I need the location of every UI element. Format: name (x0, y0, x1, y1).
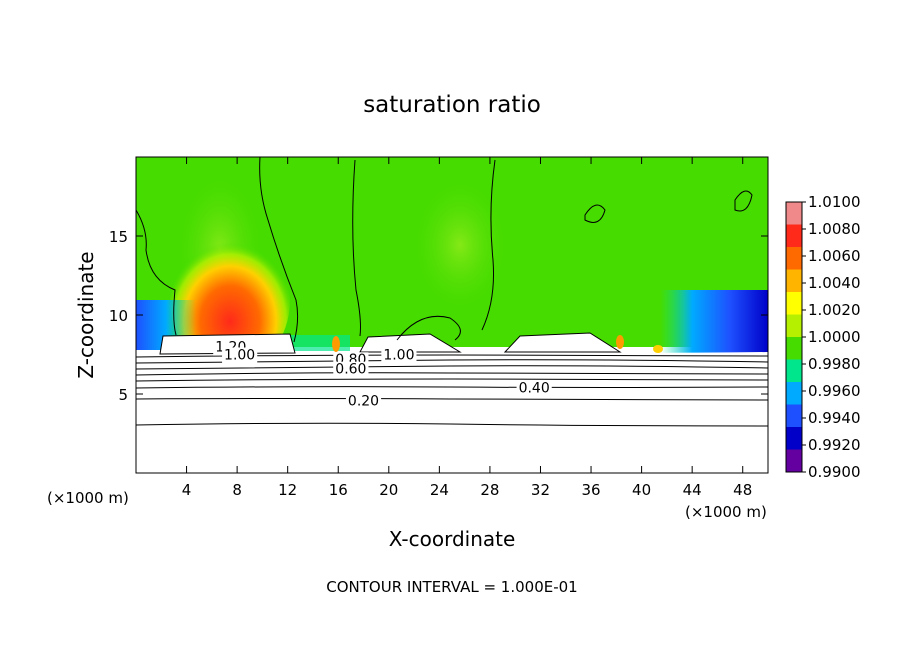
y-tick-label: 5 (118, 386, 128, 404)
colorbar-tick-label: 1.0100 (808, 193, 861, 211)
colorbar-tick-label: 1.0000 (808, 328, 861, 346)
colorbar-swatch (786, 314, 802, 338)
field-white-lower (136, 351, 768, 473)
x-tick-label: 36 (581, 481, 600, 499)
x-tick-label: 4 (182, 481, 192, 499)
x-tick-label: 44 (683, 481, 702, 499)
x-tick-label: 12 (278, 481, 297, 499)
x-axis-label: X-coordinate (389, 527, 516, 551)
colorbar-swatch (786, 292, 802, 315)
x-tick-label: 40 (632, 481, 651, 499)
x-tick-label: 48 (733, 481, 752, 499)
colorbar-tick-label: 0.9900 (808, 463, 861, 481)
contour-label: 1.00 (224, 348, 255, 364)
colorbar-swatch (786, 337, 802, 360)
colorbar-tick-label: 0.9960 (808, 382, 861, 400)
x-tick-label: 20 (379, 481, 398, 499)
colorbar-swatch (786, 202, 802, 225)
colorbar-tick-label: 0.9940 (808, 409, 861, 427)
contour-label: 0.20 (348, 393, 379, 409)
contour-label: 1.00 (383, 348, 414, 364)
colorbar-tick-label: 0.9920 (808, 436, 861, 454)
colorbar-tick-label: 1.0060 (808, 247, 861, 265)
x-tick-label: 16 (329, 481, 348, 499)
contour-label-background (381, 347, 417, 364)
contour-label-background (222, 347, 258, 364)
x-unit-right: (×1000 m) (685, 503, 767, 521)
y-tick-label: 15 (109, 228, 128, 246)
colorbar-swatch (786, 404, 802, 428)
colorbar-swatch (786, 247, 802, 270)
colorbar-tick-label: 1.0080 (808, 220, 861, 238)
colorbar-swatch (786, 427, 802, 450)
contour-label-background (333, 361, 369, 378)
contour-label-background (516, 380, 552, 397)
x-tick-label: 28 (480, 481, 499, 499)
x-tick-label: 32 (531, 481, 550, 499)
x-unit-left: (×1000 m) (47, 489, 129, 507)
y-tick-label: 10 (109, 307, 128, 325)
contour-label-background (345, 393, 382, 410)
x-tick-label: 8 (232, 481, 242, 499)
colorbar-tick-label: 1.0020 (808, 301, 861, 319)
colorbar-swatch (786, 269, 802, 293)
contour-labels: 1.201.000.800.601.000.400.20 (213, 339, 552, 410)
x-axis-ticks: 4 8 12 16 20 24 28 32 36 40 44 48 (182, 157, 752, 499)
colorbar-swatch (786, 224, 802, 248)
colorbar-swatch (786, 449, 802, 473)
contour-label: 0.60 (335, 362, 366, 378)
subsaturated-right (660, 290, 768, 355)
colorbar-tick-label: 1.0040 (808, 274, 861, 292)
saturation-field (136, 157, 768, 473)
colorbar-swatch (786, 382, 802, 405)
colorbar-tick-label: 0.9980 (808, 355, 861, 373)
colorbar-swatch (786, 359, 802, 383)
y-axis-label: Z-coordinate (74, 251, 98, 378)
contour-label: 0.40 (519, 381, 550, 397)
colorbar: 1.0100 1.0080 1.0060 1.0040 1.0020 1.0000 0.99… (785, 193, 861, 481)
contour-interval-note: CONTOUR INTERVAL = 1.000E-01 (326, 578, 577, 596)
y-axis-ticks: 5 10 15 (109, 228, 768, 404)
chart-title: saturation ratio (363, 92, 541, 118)
x-tick-label: 24 (430, 481, 449, 499)
